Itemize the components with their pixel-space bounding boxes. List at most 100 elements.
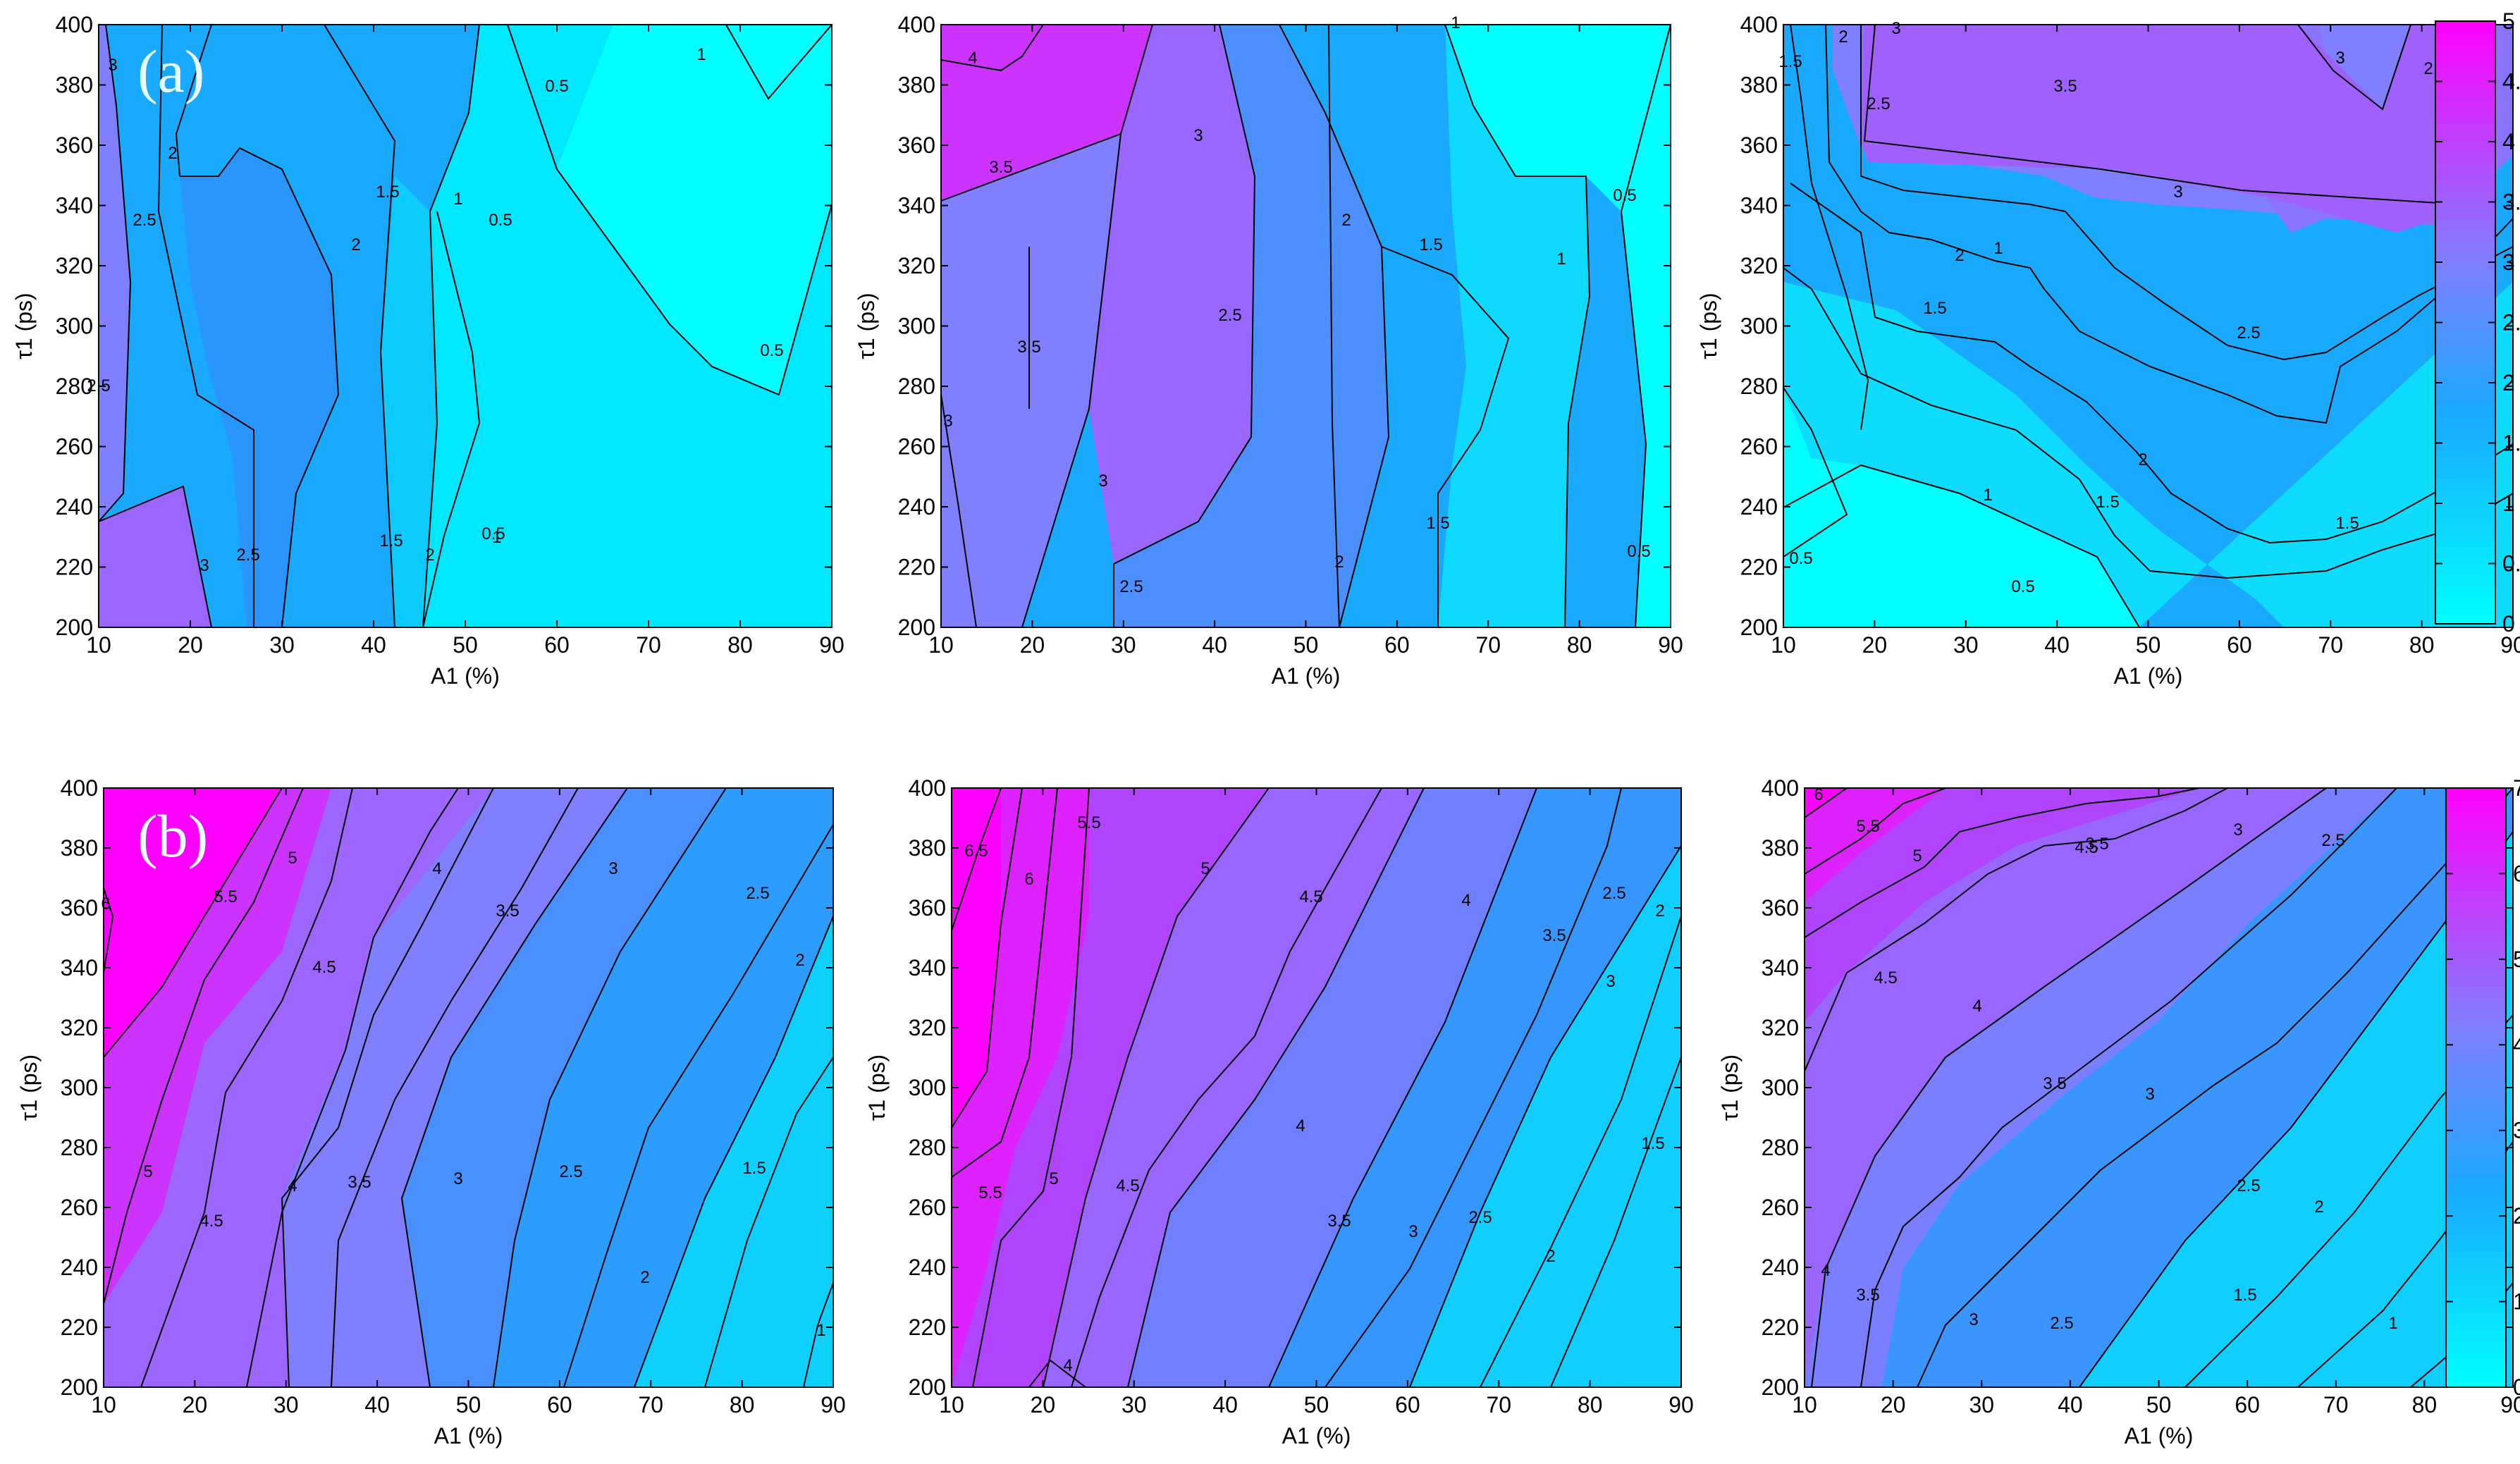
contour-region — [99, 486, 211, 627]
contour-label: 3 — [1098, 472, 1107, 491]
y-tick-label: 240 — [56, 494, 93, 519]
x-tick-label: 90 — [820, 1392, 846, 1417]
contour-label: 3.5 — [1856, 1286, 1879, 1305]
contour-label: 4 — [1461, 891, 1470, 910]
contour-label: 1 — [1983, 486, 1992, 505]
x-tick-label: 80 — [2409, 632, 2435, 658]
x-tick-label: 80 — [727, 632, 753, 658]
y-tick-label: 380 — [1762, 835, 1799, 861]
x-tick-label: 50 — [453, 632, 478, 658]
x-tick-label: 60 — [2235, 1392, 2260, 1417]
y-tick-label: 240 — [909, 1255, 946, 1280]
y-axis-label: τ1 (ps) — [1717, 1054, 1743, 1121]
colorbar-tick-label: 7 — [2513, 775, 2520, 801]
contour-label: 3.5 — [1542, 926, 1566, 945]
colorbar-tick-label: 0 — [2502, 611, 2515, 636]
contour-label: 2 — [1341, 211, 1351, 230]
y-tick-label: 380 — [56, 73, 93, 98]
y-tick-label: 400 — [909, 775, 946, 801]
y-tick-label: 280 — [1740, 374, 1778, 399]
contour-label: 1 — [1993, 239, 2003, 258]
contour-label: 3.5 — [989, 158, 1012, 177]
x-tick-label: 80 — [2412, 1392, 2438, 1417]
y-tick-label: 340 — [1740, 193, 1778, 219]
colorbar-tick-label: 4 — [2502, 129, 2515, 154]
contour-label: 4.5 — [1299, 887, 1322, 906]
x-tick-label: 40 — [361, 632, 386, 658]
x-tick-label: 80 — [730, 1392, 755, 1417]
contour-region — [952, 788, 1089, 1387]
contour-label: 1 — [453, 190, 462, 209]
x-tick-label: 20 — [178, 632, 203, 658]
contour-region — [1783, 282, 2513, 627]
y-tick-label: 220 — [56, 555, 93, 580]
colorbar-tick-label: 5 — [2502, 8, 2515, 34]
contour-label: 5.5 — [978, 1183, 1002, 1202]
x-tick-label: 30 — [1121, 1392, 1147, 1417]
contour-label: 0.5 — [760, 341, 783, 360]
x-tick-label: 50 — [1304, 1392, 1329, 1417]
contour-label: 4 — [1296, 1117, 1305, 1136]
x-tick-label: 40 — [1202, 632, 1227, 658]
contour-label: 4.5 — [1116, 1176, 1139, 1195]
contour-region — [99, 25, 130, 522]
x-tick-label: 70 — [636, 632, 661, 658]
y-tick-label: 380 — [61, 835, 98, 861]
y-tick-label: 300 — [56, 314, 93, 339]
contour-label: 2.5 — [1119, 577, 1143, 596]
colorbar-b-scale — [2445, 787, 2507, 1388]
y-tick-label: 300 — [898, 314, 935, 339]
y-tick-label: 320 — [56, 253, 93, 278]
axes-panel-a1: 10 20 30 40 50 60 70 80 90 200 220 240 260 280 300 320 3… — [11, 12, 844, 689]
contour-label: 0.5 — [1613, 186, 1636, 205]
contour-label: 3.5 — [2085, 835, 2108, 854]
contour-label: 5 — [1049, 1169, 1058, 1188]
contour-label: 4 — [288, 1176, 297, 1195]
colorbar-a-scale — [2435, 20, 2496, 625]
x-tick-label: 90 — [2500, 632, 2520, 658]
x-tick-label: 20 — [1031, 1392, 1056, 1417]
contour-label: 0.5 — [1627, 542, 1650, 561]
contour-region — [1269, 788, 1681, 1387]
contour-label: 2.5 — [2321, 831, 2344, 850]
x-tick-label: 20 — [1881, 1392, 1906, 1417]
contour-label: 2 — [425, 546, 434, 565]
contour-label: 6 — [1814, 785, 1823, 804]
contour-region — [180, 148, 338, 627]
x-tick-label: 30 — [1969, 1392, 1994, 1417]
contour-label: 1.5 — [1426, 514, 1449, 533]
contour-label: 3 — [943, 412, 952, 431]
x-tick-label: 90 — [1668, 1392, 1694, 1417]
y-tick-label: 360 — [1740, 133, 1778, 158]
contour-label: 5.5 — [1856, 817, 1879, 836]
y-tick-label: 260 — [898, 434, 935, 460]
contour-label: 0.5 — [481, 524, 505, 543]
y-tick-label: 240 — [61, 1255, 98, 1280]
contour-label: 0.5 — [488, 211, 512, 230]
x-tick-label: 90 — [2500, 1392, 2520, 1417]
contour-label: 5.5 — [1077, 813, 1100, 832]
x-tick-label: 90 — [1658, 632, 1683, 658]
contour-label: 6 — [101, 894, 110, 914]
x-axis-label: A1 (%) — [431, 663, 500, 689]
panel-letter-b: (b) — [137, 802, 208, 870]
x-tick-label: 70 — [638, 1392, 663, 1417]
colorbar-a: 0 0.5 1 1.5 2 2.5 3 3.5 4 4.5 5 — [2435, 8, 2520, 636]
colorbar-tick-label: 1 — [2502, 491, 2515, 516]
panel-b2 — [951, 787, 1682, 1388]
x-tick-label: 10 — [939, 1392, 964, 1417]
x-tick-label: 80 — [1567, 632, 1592, 658]
y-tick-label: 260 — [909, 1195, 946, 1220]
contour-region — [1043, 788, 1424, 1387]
y-tick-label: 220 — [1762, 1315, 1799, 1340]
contour-label: 5.5 — [214, 887, 237, 906]
x-tick-label: 30 — [1953, 632, 1979, 658]
contour-label: 4 — [1972, 997, 1981, 1016]
y-tick-label: 220 — [61, 1315, 98, 1340]
x-tick-label: 60 — [1395, 1392, 1420, 1417]
x-tick-label: 20 — [183, 1392, 208, 1417]
axes-panel-b3: 10 20 30 40 50 60 70 80 902002202402602803003203… — [1717, 775, 2520, 1448]
colorbar-tick-label: 5 — [2513, 947, 2520, 972]
contour-label: 2.5 — [2237, 1176, 2260, 1195]
y-tick-label: 400 — [56, 12, 93, 37]
